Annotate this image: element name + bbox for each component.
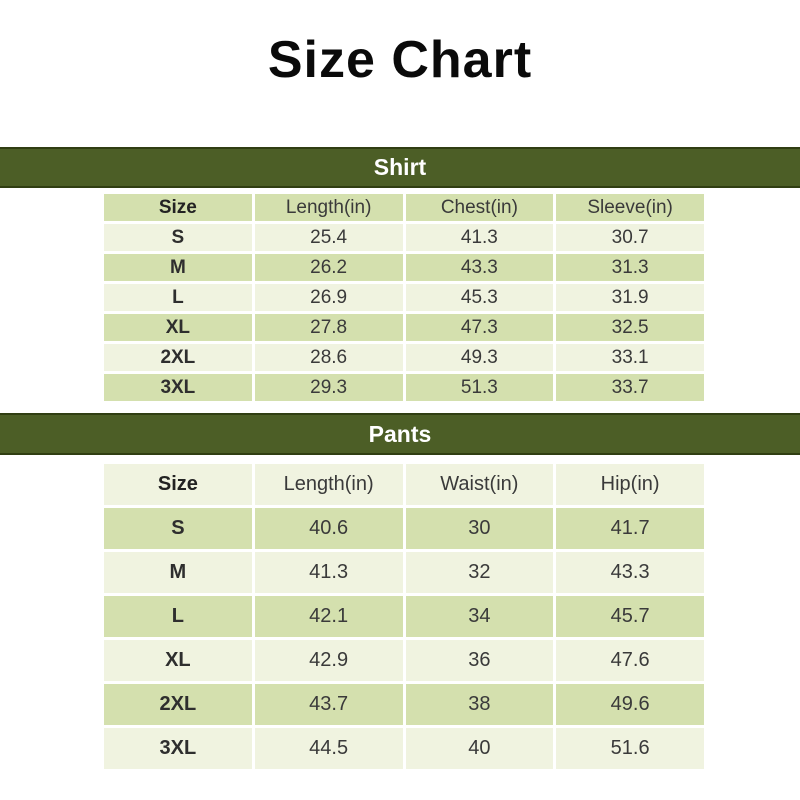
value-cell: 41.3 [254,552,403,593]
pants-col-header-length: Length(in) [254,464,403,505]
shirt-header-row: Size Length(in) Chest(in) Sleeve(in) [104,194,704,221]
page-title: Size Chart [267,31,533,89]
value-cell: 40 [405,728,554,769]
value-cell: 31.9 [556,284,704,311]
value-cell: 31.3 [556,254,704,281]
value-cell: 25.4 [254,224,403,251]
value-cell: 40.6 [254,508,403,549]
size-cell: 3XL [104,728,252,769]
value-cell: 36 [405,640,554,681]
pants-col-header-waist: Waist(in) [405,464,554,505]
value-cell: 41.3 [405,224,554,251]
pants-row-m: M 41.3 32 43.3 [104,552,704,593]
value-cell: 33.7 [556,374,704,401]
value-cell: 42.9 [254,640,403,681]
shirt-banner: Shirt [0,147,800,188]
shirt-col-header-sleeve: Sleeve(in) [556,194,704,221]
size-cell: XL [104,314,252,341]
value-cell: 42.1 [254,596,403,637]
value-cell: 28.6 [254,344,403,371]
pants-row-l: L 42.1 34 45.7 [104,596,704,637]
size-cell: L [104,284,252,311]
size-cell: 2XL [104,344,252,371]
size-cell: M [104,552,252,593]
shirt-row-xl: XL 27.8 47.3 32.5 [104,314,704,341]
value-cell: 47.6 [556,640,704,681]
pants-row-3xl: 3XL 44.5 40 51.6 [104,728,704,769]
shirt-col-header-size: Size [104,194,252,221]
shirt-row-3xl: 3XL 29.3 51.3 33.7 [104,374,704,401]
size-cell: 3XL [104,374,252,401]
shirt-row-s: S 25.4 41.3 30.7 [104,224,704,251]
size-cell: M [104,254,252,281]
value-cell: 27.8 [254,314,403,341]
shirt-size-table: Size Length(in) Chest(in) Sleeve(in) S 2… [101,191,707,404]
shirt-row-m: M 26.2 43.3 31.3 [104,254,704,281]
value-cell: 45.7 [556,596,704,637]
value-cell: 41.7 [556,508,704,549]
value-cell: 30 [405,508,554,549]
value-cell: 43.3 [556,552,704,593]
value-cell: 45.3 [405,284,554,311]
pants-size-table: Size Length(in) Waist(in) Hip(in) S 40.6… [101,461,707,772]
shirt-row-l: L 26.9 45.3 31.9 [104,284,704,311]
pants-row-s: S 40.6 30 41.7 [104,508,704,549]
shirt-banner-label: Shirt [373,154,427,180]
size-cell: L [104,596,252,637]
value-cell: 43.7 [254,684,403,725]
value-cell: 29.3 [254,374,403,401]
size-cell: S [104,508,252,549]
pants-banner: Pants [0,413,800,455]
value-cell: 34 [405,596,554,637]
pants-header-row: Size Length(in) Waist(in) Hip(in) [104,464,704,505]
value-cell: 49.3 [405,344,554,371]
value-cell: 47.3 [405,314,554,341]
pants-row-xl: XL 42.9 36 47.6 [104,640,704,681]
value-cell: 32.5 [556,314,704,341]
size-cell: XL [104,640,252,681]
pants-banner-label: Pants [368,420,432,447]
value-cell: 26.9 [254,284,403,311]
value-cell: 51.6 [556,728,704,769]
value-cell: 49.6 [556,684,704,725]
value-cell: 38 [405,684,554,725]
shirt-col-header-length: Length(in) [254,194,403,221]
value-cell: 32 [405,552,554,593]
value-cell: 44.5 [254,728,403,769]
value-cell: 51.3 [405,374,554,401]
shirt-row-2xl: 2XL 28.6 49.3 33.1 [104,344,704,371]
value-cell: 26.2 [254,254,403,281]
value-cell: 43.3 [405,254,554,281]
size-cell: S [104,224,252,251]
value-cell: 30.7 [556,224,704,251]
pants-col-header-size: Size [104,464,252,505]
pants-col-header-hip: Hip(in) [556,464,704,505]
value-cell: 33.1 [556,344,704,371]
pants-row-2xl: 2XL 43.7 38 49.6 [104,684,704,725]
size-cell: 2XL [104,684,252,725]
shirt-col-header-chest: Chest(in) [405,194,554,221]
